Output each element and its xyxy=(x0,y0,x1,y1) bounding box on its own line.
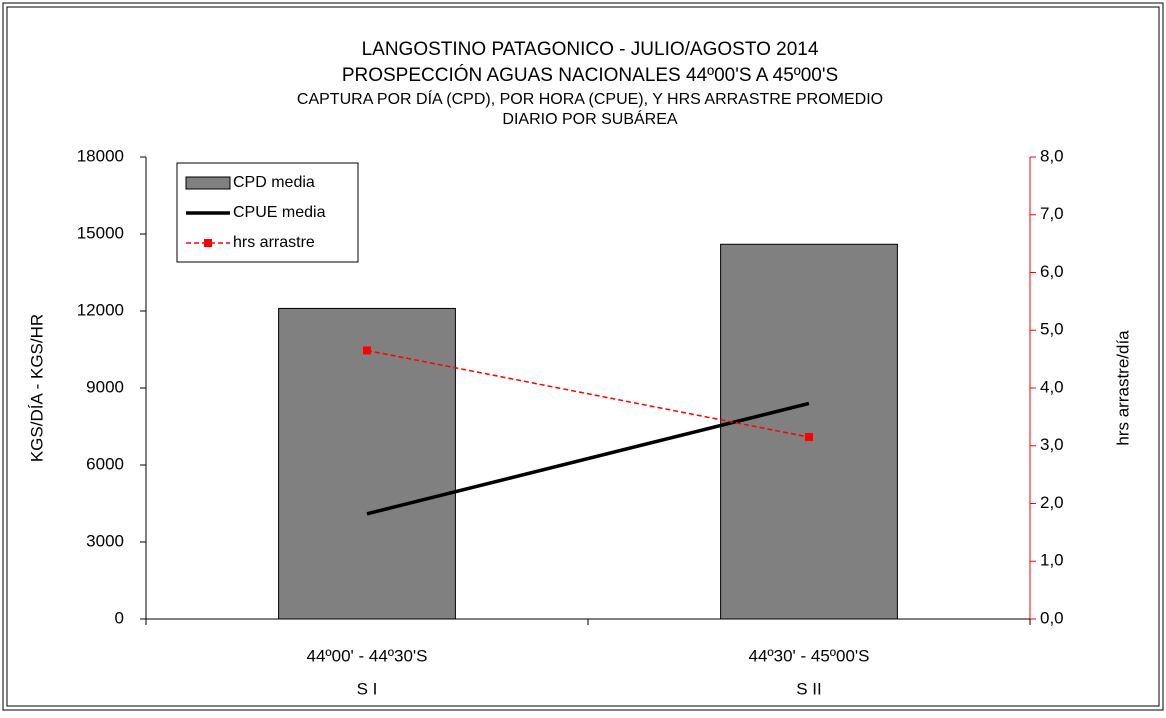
y2-tick-label: 8,0 xyxy=(1040,146,1064,165)
y2-axis-label: hrs arrastre/día xyxy=(1113,330,1132,446)
y-tick-label: 15000 xyxy=(77,223,124,242)
y-tick-label: 6000 xyxy=(86,454,124,473)
marker xyxy=(363,346,371,355)
y2-tick-label: 3,0 xyxy=(1040,435,1064,454)
x-subcategory-label: S II xyxy=(796,679,822,698)
x-subcategory-label: S I xyxy=(357,679,378,698)
y2-tick-label: 1,0 xyxy=(1040,551,1064,570)
y-tick-label: 3000 xyxy=(86,531,124,550)
chart-title: LANGOSTINO PATAGONICO - JULIO/AGOSTO 201… xyxy=(362,39,819,60)
legend-marker xyxy=(204,239,212,247)
legend-swatch xyxy=(185,176,231,190)
line xyxy=(366,349,810,438)
legend-label: CPUE media xyxy=(233,204,326,221)
y-tick-label: 0 xyxy=(115,608,124,627)
chart-subtitle: DIARIO POR SUBÁREA xyxy=(502,109,677,128)
chart-subtitle: CAPTURA POR DÍA (CPD), POR HORA (CPUE), … xyxy=(297,89,883,108)
y2-tick-label: 0,0 xyxy=(1040,608,1064,627)
legend-label: hrs arrastre xyxy=(233,234,315,251)
y-tick-label: 18000 xyxy=(77,146,124,165)
x-tick-label: 44º30' - 45º00'S xyxy=(749,646,870,665)
y2-tick-label: 2,0 xyxy=(1040,493,1064,512)
y2-tick-label: 7,0 xyxy=(1040,204,1064,223)
y2-tick-label: 4,0 xyxy=(1040,377,1064,396)
y-axis-label: KGS/DÍA - KGS/HR xyxy=(27,314,46,462)
chart-title: PROSPECCIÓN AGUAS NACIONALES 44º00'S A 4… xyxy=(342,64,838,86)
inner-border xyxy=(6,6,1160,707)
legend-label: CPD media xyxy=(233,174,315,191)
y-tick-label: 12000 xyxy=(77,300,124,319)
line xyxy=(366,401,810,516)
y2-tick-label: 5,0 xyxy=(1040,320,1064,339)
bar xyxy=(720,243,898,620)
y-tick-label: 9000 xyxy=(86,377,124,396)
y2-tick-label: 6,0 xyxy=(1040,262,1064,281)
marker xyxy=(805,433,813,442)
x-tick-label: 44º00' - 44º30'S xyxy=(307,646,428,665)
bar xyxy=(278,307,456,620)
